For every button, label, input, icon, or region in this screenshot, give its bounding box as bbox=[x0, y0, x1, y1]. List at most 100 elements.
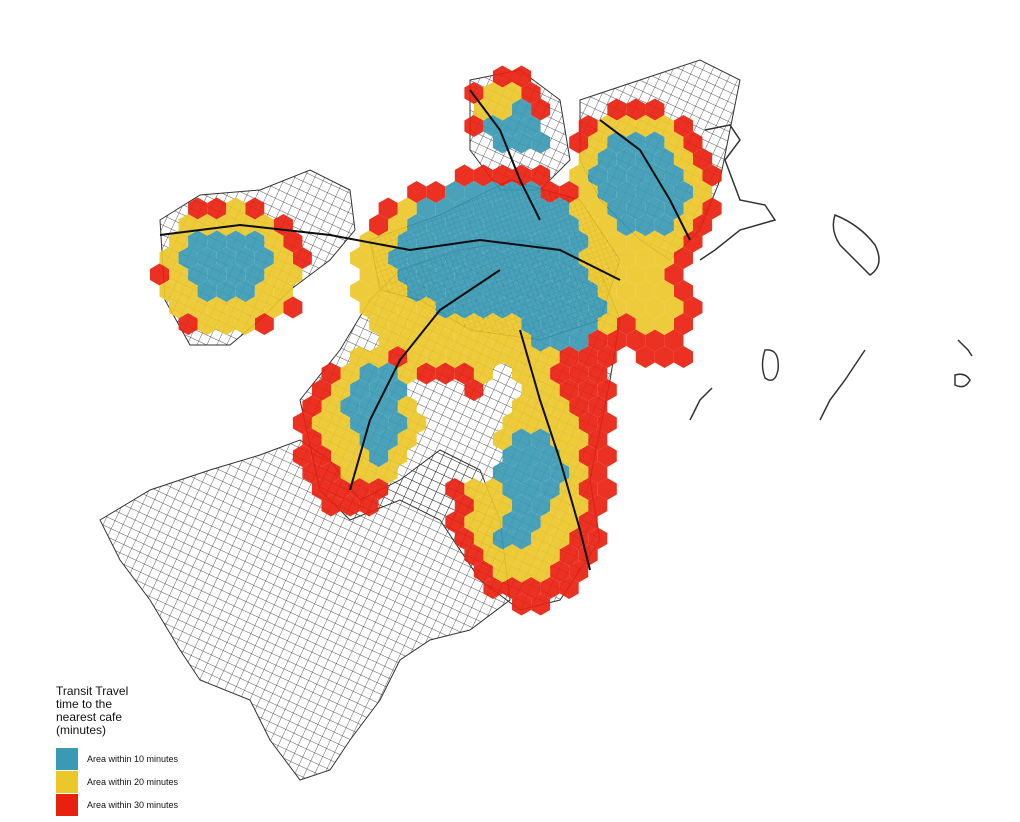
hex-cell-10min bbox=[473, 197, 493, 220]
hex-cell-30min bbox=[597, 478, 617, 500]
hex-cell-20min bbox=[369, 313, 389, 335]
hex-cell-20min bbox=[407, 313, 427, 335]
hex-cell-10min bbox=[597, 148, 617, 170]
hex-cell-30min bbox=[597, 412, 617, 434]
hex-cell-30min bbox=[569, 131, 589, 154]
harbor-islands bbox=[689, 124, 973, 421]
hex-cell-20min bbox=[502, 82, 522, 104]
hex-cell-20min bbox=[350, 280, 370, 302]
hex-cell-10min bbox=[531, 197, 551, 220]
hex-cell-30min bbox=[559, 346, 579, 368]
hex-cell-10min bbox=[226, 230, 246, 253]
hex-cell-30min bbox=[664, 329, 684, 352]
hex-cell-10min bbox=[454, 296, 474, 319]
hex-cell-20min bbox=[435, 329, 455, 352]
hex-cell-20min bbox=[169, 263, 189, 286]
hex-cell-10min bbox=[559, 313, 579, 335]
hex-cell-20min bbox=[226, 197, 246, 220]
hex-cell-10min bbox=[359, 428, 379, 451]
hex-cell-20min bbox=[235, 313, 255, 335]
hex-cell-30min bbox=[492, 164, 512, 187]
hex-cell-30min bbox=[578, 544, 598, 566]
hex-cell-10min bbox=[645, 131, 665, 154]
hex-cell-30min bbox=[578, 346, 598, 368]
hex-cell-20min bbox=[492, 494, 512, 517]
hex-cell-30min bbox=[550, 560, 570, 583]
hex-cell-20min bbox=[502, 544, 522, 566]
hex-cell-20min bbox=[492, 329, 512, 352]
hex-cell-20min bbox=[492, 98, 512, 121]
legend-item-20min: Area within 20 minutes bbox=[56, 770, 276, 793]
hex-cell-20min bbox=[397, 428, 417, 451]
hex-cell-30min bbox=[559, 181, 579, 203]
hex-cell-10min bbox=[502, 445, 522, 467]
hex-cell-20min bbox=[502, 412, 522, 434]
hex-cell-30min bbox=[502, 577, 522, 599]
hex-cell-10min bbox=[426, 280, 446, 302]
hex-cell-20min bbox=[597, 214, 617, 236]
hex-cell-30min bbox=[188, 197, 208, 220]
hex-cell-30min bbox=[445, 478, 465, 500]
hex-cell-30min bbox=[559, 577, 579, 599]
hex-cell-20min bbox=[369, 346, 389, 368]
hex-cell-10min bbox=[483, 214, 503, 236]
hex-cell-10min bbox=[188, 230, 208, 253]
hex-cell-10min bbox=[607, 197, 627, 220]
hex-cell-10min bbox=[473, 230, 493, 253]
hex-cell-20min bbox=[616, 115, 636, 137]
hex-cell-30min bbox=[350, 478, 370, 500]
hex-cell-10min bbox=[512, 131, 532, 154]
major-roads bbox=[159, 89, 691, 571]
hex-cell-20min bbox=[597, 313, 617, 335]
hex-cell-30min bbox=[340, 494, 360, 517]
hex-cell-20min bbox=[654, 115, 674, 137]
hex-cell-20min bbox=[645, 230, 665, 253]
hex-cell-10min bbox=[531, 494, 551, 517]
hex-cell-20min bbox=[359, 263, 379, 286]
legend-label-10min: Area within 10 minutes bbox=[87, 753, 179, 764]
hex-cell-30min bbox=[578, 379, 598, 401]
hex-cell-20min bbox=[350, 346, 370, 368]
hex-cell-30min bbox=[597, 379, 617, 401]
hex-cell-10min bbox=[550, 230, 570, 253]
legend-swatch-20min bbox=[56, 770, 78, 793]
hex-cell-10min bbox=[654, 148, 674, 170]
legend-swatch-10min bbox=[56, 747, 78, 770]
hex-cell-30min bbox=[569, 560, 589, 583]
hex-cell-30min bbox=[321, 494, 341, 517]
hex-cell-20min bbox=[483, 511, 503, 533]
hex-cell-30min bbox=[302, 461, 322, 484]
hex-cell-30min bbox=[331, 478, 351, 500]
hex-cell-20min bbox=[397, 197, 417, 220]
hex-cell-30min bbox=[673, 313, 693, 335]
hex-cell-10min bbox=[664, 164, 684, 187]
hex-cell-30min bbox=[207, 197, 227, 220]
hex-cell-20min bbox=[588, 230, 608, 253]
hex-cell-20min bbox=[683, 197, 703, 220]
hex-cell-20min bbox=[388, 214, 408, 236]
hex-cell-10min bbox=[540, 280, 560, 302]
legend-label-30min: Area within 30 minutes bbox=[87, 799, 179, 810]
hex-cell-30min bbox=[540, 577, 560, 599]
hex-cell-30min bbox=[492, 65, 512, 88]
hex-cell-30min bbox=[569, 362, 589, 385]
hex-cell-10min bbox=[435, 230, 455, 253]
hex-cell-30min bbox=[292, 412, 312, 434]
hex-cell-30min bbox=[454, 494, 474, 517]
hex-cell-20min bbox=[492, 428, 512, 451]
hex-cell-20min bbox=[426, 313, 446, 335]
hex-cell-30min bbox=[540, 181, 560, 203]
hex-cell-30min bbox=[578, 412, 598, 434]
island-1 bbox=[832, 214, 880, 276]
hex-cell-30min bbox=[693, 214, 713, 236]
hex-cell-20min bbox=[416, 329, 436, 352]
hex-cell-10min bbox=[540, 478, 560, 500]
hex-cell-20min bbox=[559, 445, 579, 467]
hex-cell-10min bbox=[550, 296, 570, 319]
hex-cell-10min bbox=[492, 296, 512, 319]
legend-swatch-30min bbox=[56, 793, 78, 816]
hex-cell-10min bbox=[531, 461, 551, 484]
hex-cell-10min bbox=[378, 362, 398, 385]
hex-cell-30min bbox=[369, 478, 389, 500]
hex-cell-30min bbox=[464, 82, 484, 104]
